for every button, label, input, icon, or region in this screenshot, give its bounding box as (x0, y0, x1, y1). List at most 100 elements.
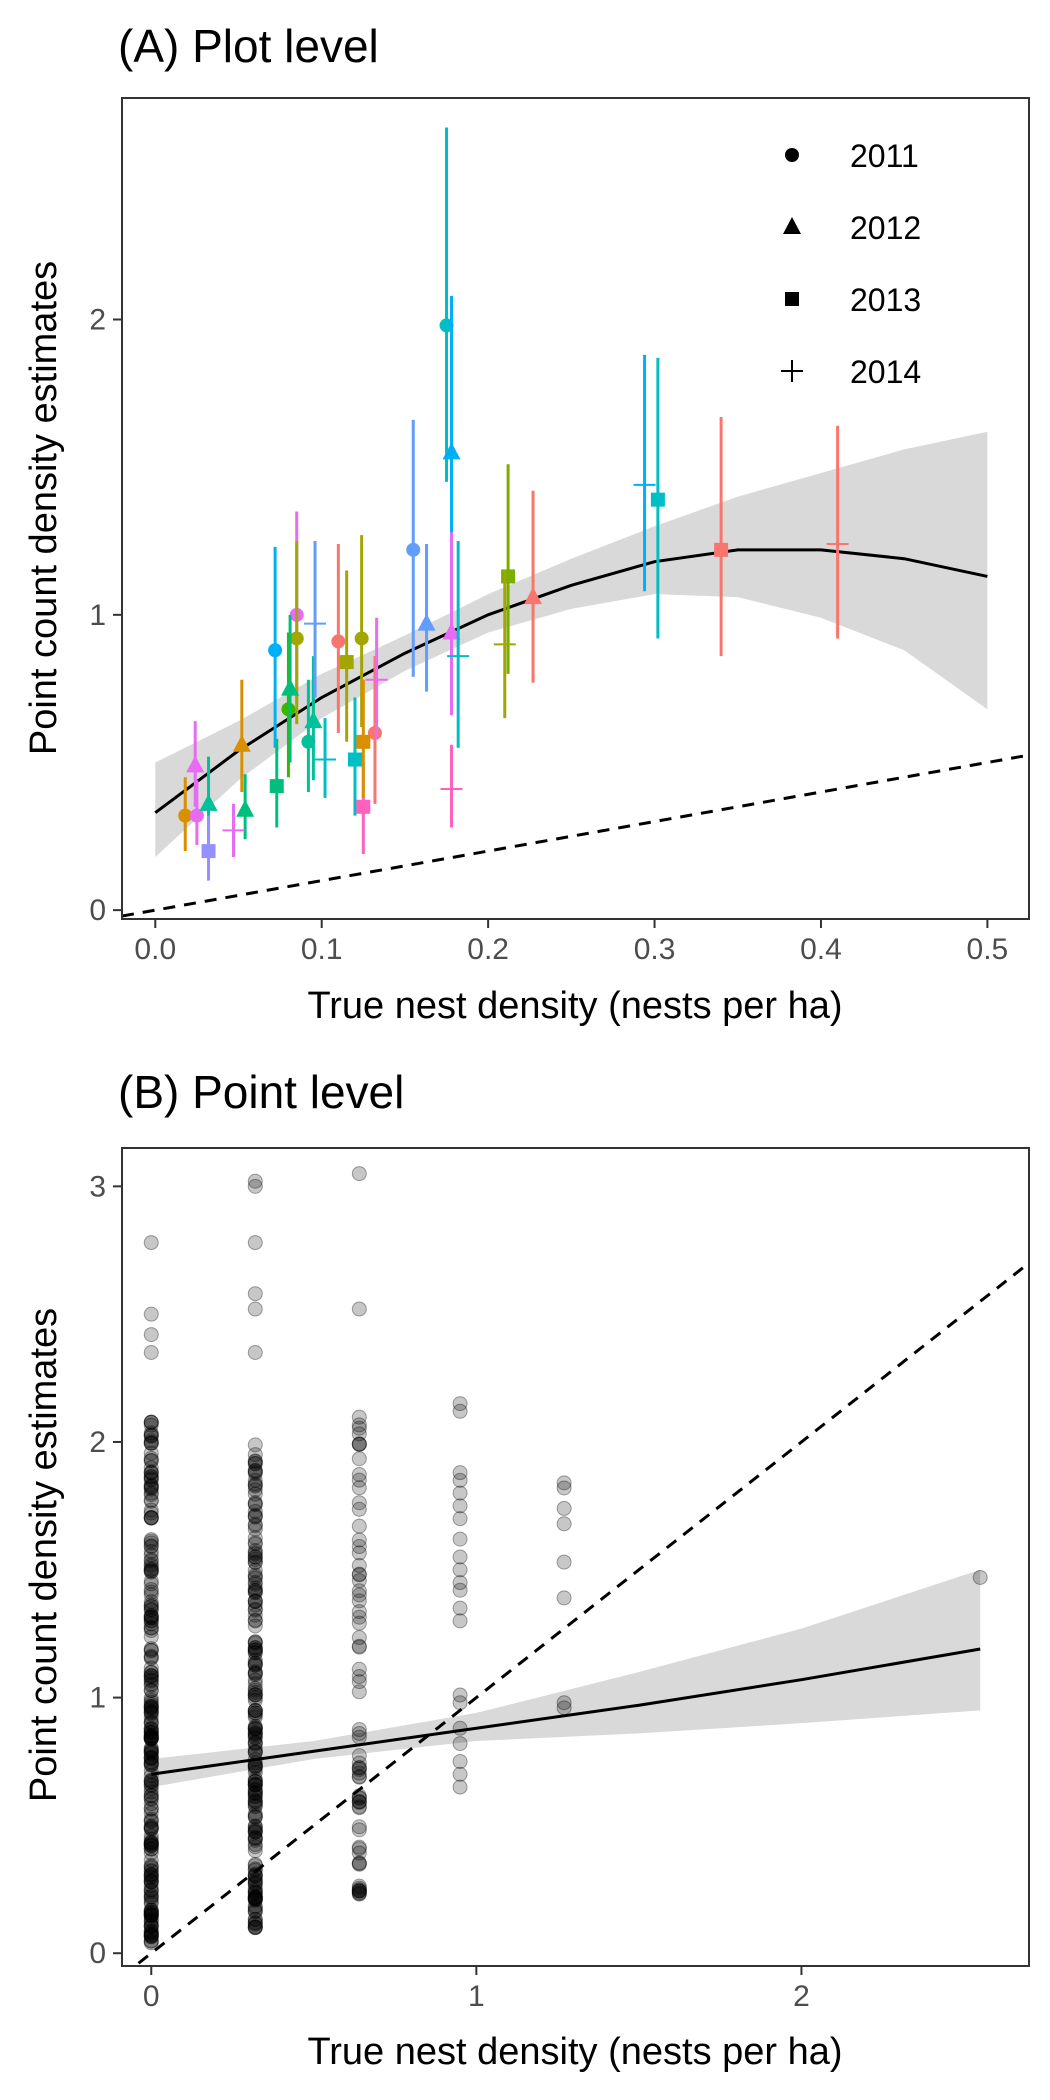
point (247, 1884, 263, 1900)
panel-a-x-axis-label: True nest density (nests per ha) (307, 985, 842, 1027)
point (143, 1703, 159, 1719)
point (143, 1935, 159, 1951)
point (247, 1832, 263, 1848)
point (351, 1639, 367, 1655)
panel-a-title: (A) Plot level (118, 20, 379, 72)
point (247, 1482, 263, 1498)
point (351, 1800, 367, 1816)
point (143, 1414, 159, 1430)
point (247, 1551, 263, 1567)
point (351, 1684, 367, 1700)
point (247, 1453, 263, 1469)
point (143, 1417, 159, 1433)
point (351, 1532, 367, 1548)
point (143, 1730, 159, 1746)
point (143, 1933, 159, 1949)
point (143, 1649, 159, 1665)
point (143, 1884, 159, 1900)
panel-a-y-axis: 0 1 2 (89, 303, 122, 927)
point (143, 1664, 159, 1680)
point (143, 1929, 159, 1945)
point (247, 1301, 263, 1317)
point (143, 1904, 159, 1920)
point (143, 1801, 159, 1817)
point (247, 1676, 263, 1692)
point (452, 1575, 468, 1591)
point (247, 1582, 263, 1598)
panel-a-reference-line (122, 753, 1029, 918)
point (247, 1788, 263, 1804)
point (143, 1532, 159, 1548)
point (143, 1755, 159, 1771)
point (143, 1914, 159, 1930)
point (351, 1794, 367, 1810)
point (247, 1889, 263, 1905)
point (143, 1731, 159, 1747)
panel-a-x-tick-label: 0.0 (134, 933, 176, 966)
point-marker (331, 634, 346, 649)
data-point-2012 (524, 490, 543, 683)
point (452, 1562, 468, 1578)
point (351, 1769, 367, 1785)
point (247, 1890, 263, 1906)
point (247, 1464, 263, 1480)
point (143, 1728, 159, 1744)
point (247, 1911, 263, 1927)
point (247, 1640, 263, 1656)
point (452, 1531, 468, 1547)
point (143, 1845, 159, 1861)
point (247, 1820, 263, 1836)
point (143, 1778, 159, 1794)
point (247, 1831, 263, 1847)
point (247, 1602, 263, 1618)
point (247, 1516, 263, 1532)
point (247, 1782, 263, 1798)
point (247, 1645, 263, 1661)
point (143, 1744, 159, 1760)
point (247, 1437, 263, 1453)
point (143, 1716, 159, 1732)
point (247, 1843, 263, 1859)
panel-a-x-tick-label: 0.2 (467, 933, 509, 966)
point (143, 1564, 159, 1580)
point (143, 1796, 159, 1812)
point (143, 1731, 159, 1747)
point (143, 1838, 159, 1854)
point (247, 1456, 263, 1472)
point (143, 1889, 159, 1905)
point (143, 1487, 159, 1503)
point (351, 1495, 367, 1511)
point (247, 1799, 263, 1815)
point (143, 1714, 159, 1730)
point (351, 1886, 367, 1902)
legend-symbol-2012 (783, 217, 801, 234)
point (247, 1722, 263, 1738)
point (556, 1700, 572, 1716)
point (247, 1345, 263, 1360)
point (143, 1725, 159, 1741)
point-marker (440, 778, 463, 801)
point (143, 1800, 159, 1816)
point (143, 1750, 159, 1766)
point (143, 1906, 159, 1922)
point (143, 1479, 159, 1495)
point (143, 1838, 159, 1854)
point (247, 1536, 263, 1552)
point (143, 1828, 159, 1844)
point (247, 1597, 263, 1613)
point (143, 1742, 159, 1758)
point (247, 1703, 263, 1719)
panel-a-y-tick-label: 1 (89, 599, 106, 632)
point (247, 1721, 263, 1737)
data-point-2011 (331, 543, 346, 733)
data-point-2014 (447, 540, 470, 748)
point (351, 1567, 367, 1583)
panel-a-x-tick-label: 0.1 (301, 933, 343, 966)
point (143, 1698, 159, 1714)
point (351, 1722, 367, 1738)
point (351, 1885, 367, 1901)
point (247, 1705, 263, 1721)
point (143, 1556, 159, 1572)
point (247, 1562, 263, 1578)
